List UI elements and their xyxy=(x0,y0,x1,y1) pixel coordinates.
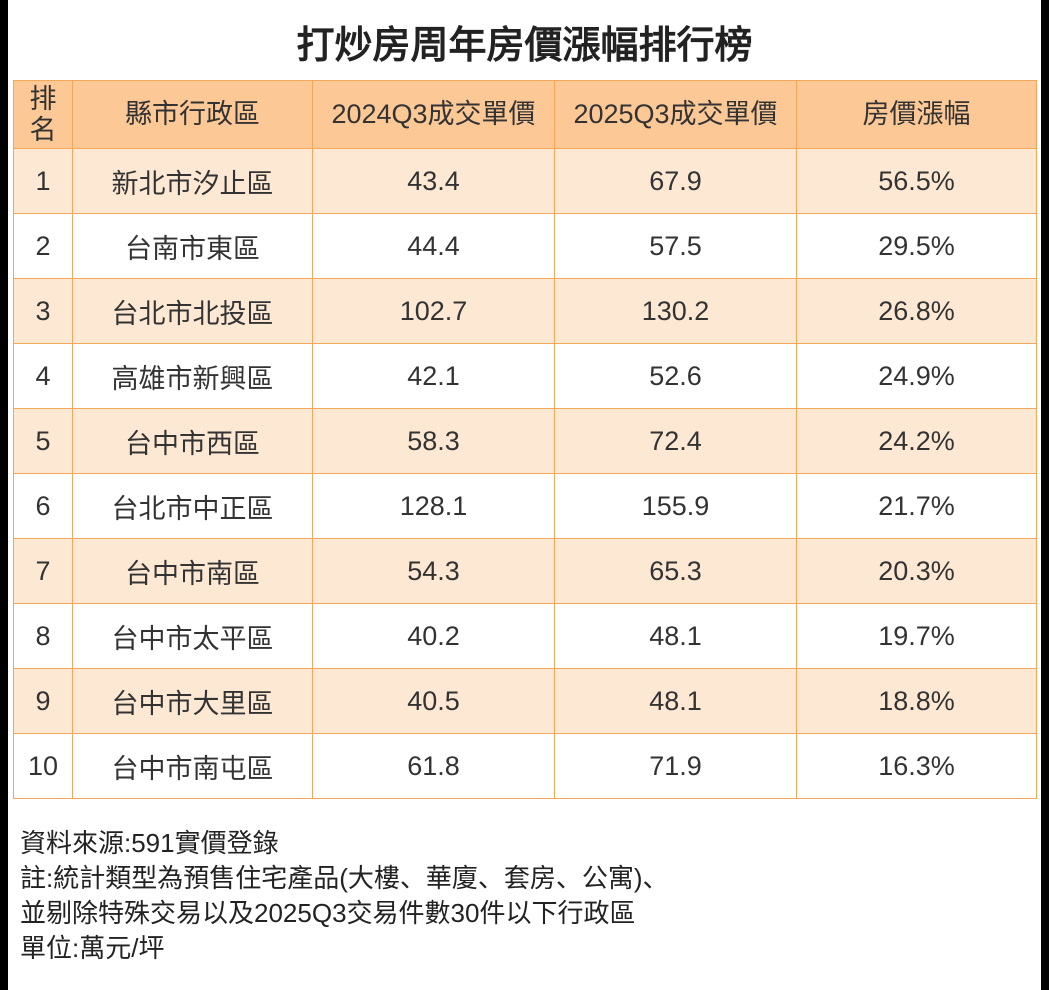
table-cell: 16.3% xyxy=(796,733,1037,799)
table-cell: 台北市北投區 xyxy=(72,278,313,344)
table-cell: 3 xyxy=(13,278,73,344)
notes: 資料來源:591實價登錄註:統計類型為預售住宅產品(大樓、華廈、套房、公寓)、並… xyxy=(20,826,669,966)
table-cell: 21.7% xyxy=(796,473,1037,539)
note-line: 單位:萬元/坪 xyxy=(20,933,165,963)
table-cell: 72.4 xyxy=(554,408,797,474)
table-cell: 43.4 xyxy=(312,148,555,214)
table-cell: 48.1 xyxy=(554,603,797,669)
poster: 打炒房周年房價漲幅排行榜 排名 縣市行政區 2024Q3成交單價 2025Q3成交單價… xyxy=(8,0,1041,990)
table-row: 6 台北市中正區 128.1 155.9 21.7% xyxy=(13,473,1037,539)
table-cell: 52.6 xyxy=(554,343,797,409)
table-cell: 24.9% xyxy=(796,343,1037,409)
table-cell: 2 xyxy=(13,213,73,279)
table-cell: 155.9 xyxy=(554,473,797,539)
table-cell: 台中市南屯區 xyxy=(72,733,313,799)
table-cell: 40.2 xyxy=(312,603,555,669)
table-cell: 24.2% xyxy=(796,408,1037,474)
table-cell: 台北市中正區 xyxy=(72,473,313,539)
table-cell: 7 xyxy=(13,538,73,604)
table-row: 1 新北市汐止區 43.4 67.9 56.5% xyxy=(13,148,1037,214)
table-cell: 71.9 xyxy=(554,733,797,799)
header-cell: 房價漲幅 xyxy=(796,80,1037,149)
table-cell: 29.5% xyxy=(796,213,1037,279)
table-row: 9 台中市大里區 40.5 48.1 18.8% xyxy=(13,668,1037,734)
note-line: 資料來源:591實價登錄 xyxy=(20,828,279,858)
table-cell: 新北市汐止區 xyxy=(72,148,313,214)
table-cell: 台中市西區 xyxy=(72,408,313,474)
table-cell: 130.2 xyxy=(554,278,797,344)
title: 打炒房周年房價漲幅排行榜 xyxy=(296,25,753,67)
table-row: 3 台北市北投區 102.7 130.2 26.8% xyxy=(13,278,1037,344)
table-cell: 20.3% xyxy=(796,538,1037,604)
table-cell: 5 xyxy=(13,408,73,474)
table-row: 5 台中市西區 58.3 72.4 24.2% xyxy=(13,408,1037,474)
table-cell: 台中市大里區 xyxy=(72,668,313,734)
table-cell: 128.1 xyxy=(312,473,555,539)
table-row: 10 台中市南屯區 61.8 71.9 16.3% xyxy=(13,733,1037,799)
table-cell: 48.1 xyxy=(554,668,797,734)
table-cell: 58.3 xyxy=(312,408,555,474)
table-cell: 18.8% xyxy=(796,668,1037,734)
header-row: 排名 縣市行政區 2024Q3成交單價 2025Q3成交單價 房價漲幅 xyxy=(13,80,1037,149)
header-cell: 排名 xyxy=(13,80,73,149)
table-cell: 10 xyxy=(13,733,73,799)
table-cell: 19.7% xyxy=(796,603,1037,669)
note-line: 並剔除特殊交易以及2025Q3交易件數30件以下行政區 xyxy=(20,898,636,928)
table-cell: 6 xyxy=(13,473,73,539)
table-row: 4 高雄市新興區 42.1 52.6 24.9% xyxy=(13,343,1037,409)
table-cell: 26.8% xyxy=(796,278,1037,344)
table-cell: 9 xyxy=(13,668,73,734)
table-cell: 61.8 xyxy=(312,733,555,799)
ranking-table: 排名 縣市行政區 2024Q3成交單價 2025Q3成交單價 房價漲幅 1 新北市汐止區 4… xyxy=(13,80,1037,799)
table-cell: 57.5 xyxy=(554,213,797,279)
table-cell: 8 xyxy=(13,603,73,669)
table-cell: 高雄市新興區 xyxy=(72,343,313,409)
table-cell: 67.9 xyxy=(554,148,797,214)
table-cell: 台中市南區 xyxy=(72,538,313,604)
header-cell: 2024Q3成交單價 xyxy=(312,80,555,149)
table-cell: 40.5 xyxy=(312,668,555,734)
table-row: 2 台南市東區 44.4 57.5 29.5% xyxy=(13,213,1037,279)
table-cell: 台南市東區 xyxy=(72,213,313,279)
table-cell: 102.7 xyxy=(312,278,555,344)
table-row: 8 台中市太平區 40.2 48.1 19.7% xyxy=(13,603,1037,669)
table-cell: 4 xyxy=(13,343,73,409)
table-cell: 42.1 xyxy=(312,343,555,409)
note-line: 註:統計類型為預售住宅產品(大樓、華廈、套房、公寓)、 xyxy=(20,863,669,893)
table-cell: 台中市太平區 xyxy=(72,603,313,669)
table-cell: 56.5% xyxy=(796,148,1037,214)
table-cell: 54.3 xyxy=(312,538,555,604)
header-cell: 縣市行政區 xyxy=(72,80,313,149)
table-cell: 65.3 xyxy=(554,538,797,604)
header-cell: 2025Q3成交單價 xyxy=(554,80,797,149)
table-row: 7 台中市南區 54.3 65.3 20.3% xyxy=(13,538,1037,604)
table-cell: 1 xyxy=(13,148,73,214)
table-cell: 44.4 xyxy=(312,213,555,279)
